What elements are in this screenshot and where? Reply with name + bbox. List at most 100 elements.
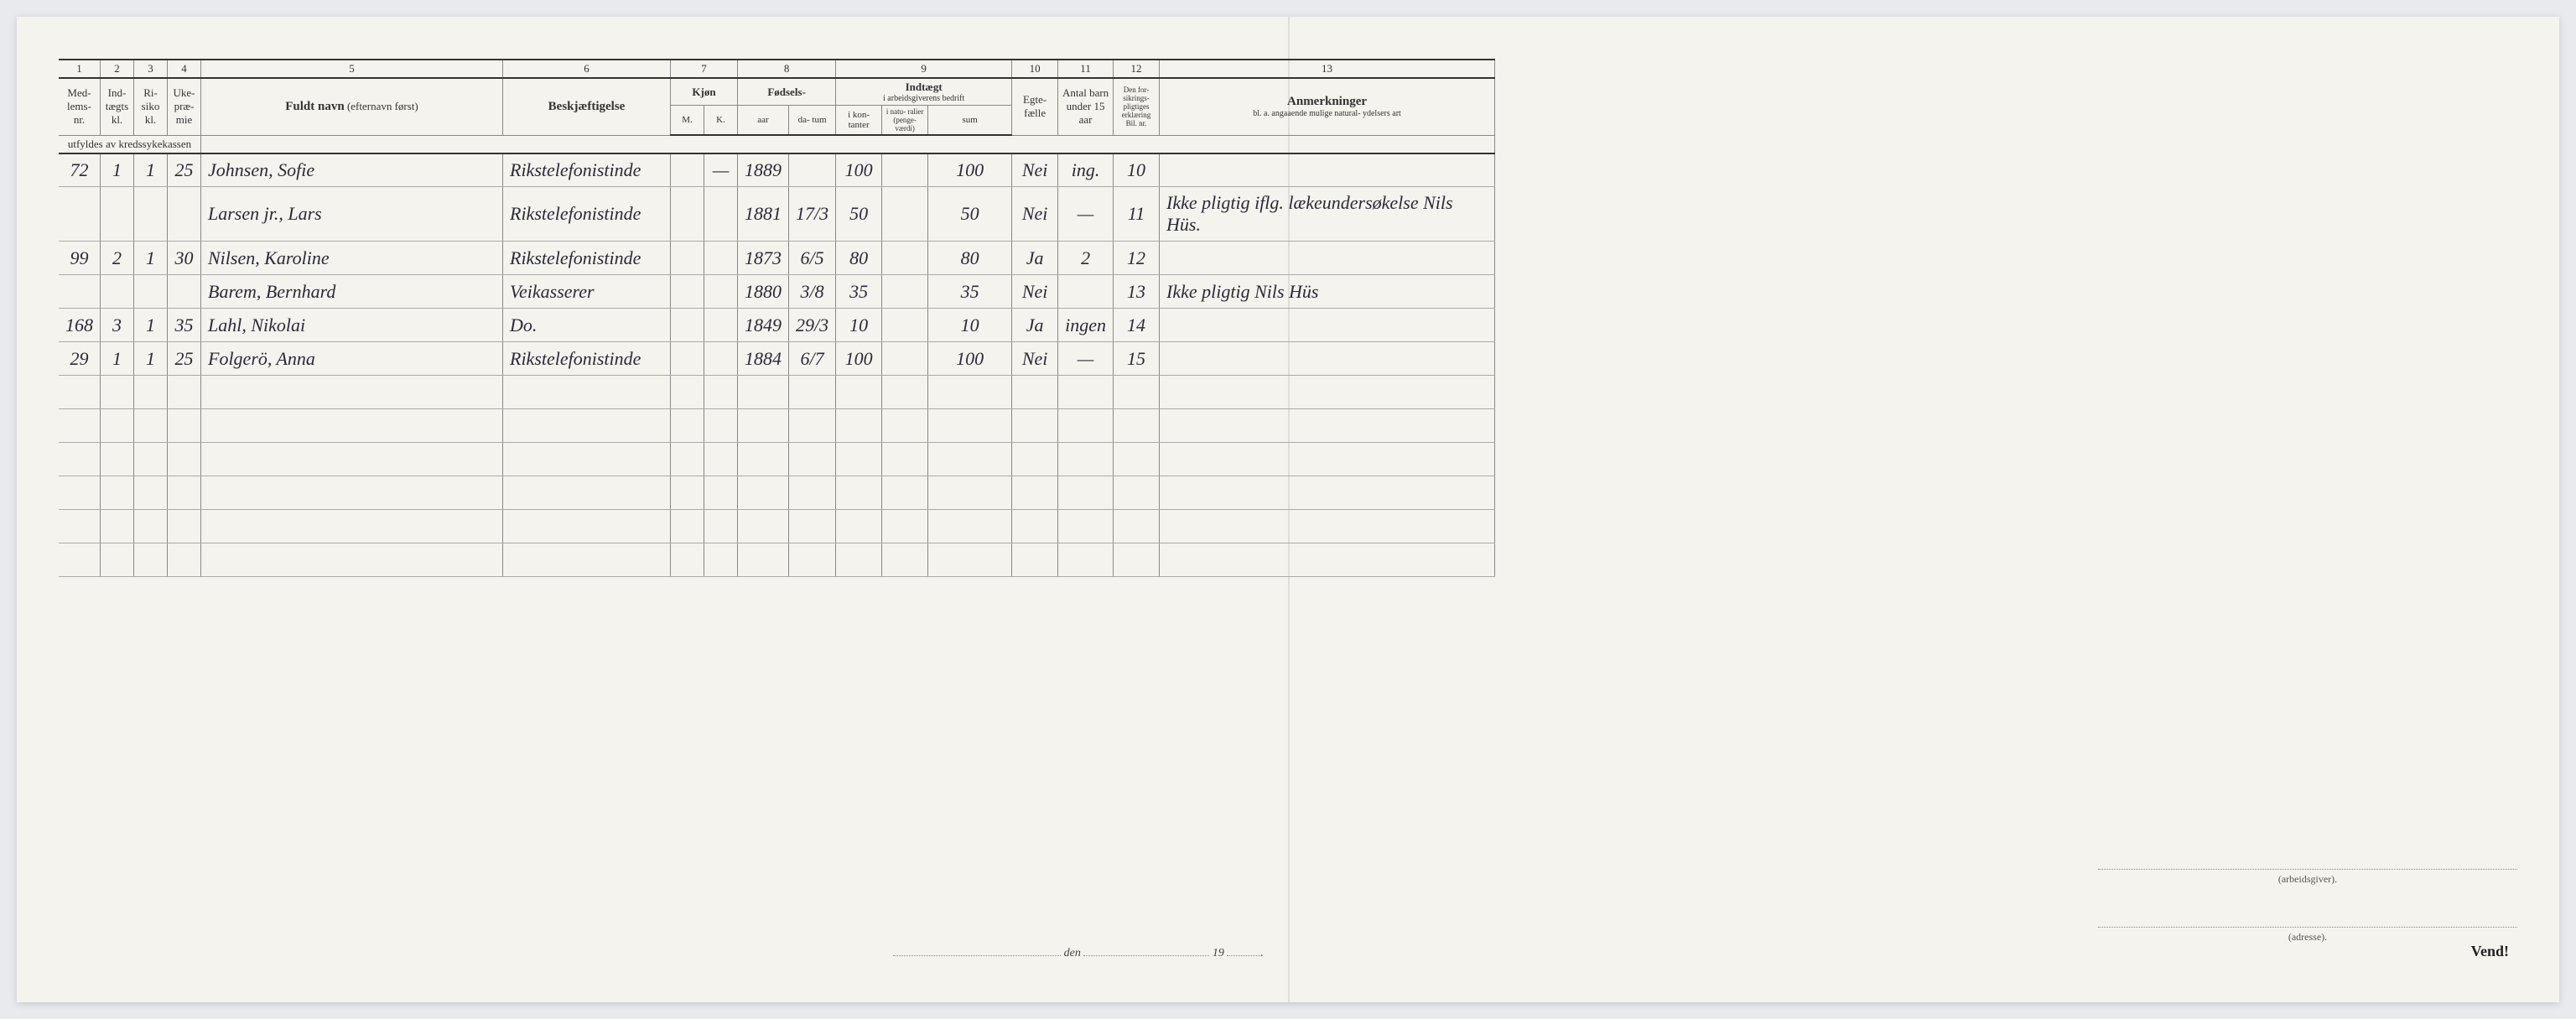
- cell-empty: [789, 510, 836, 543]
- col-num-12: 12: [1114, 60, 1160, 78]
- cell-kjoen-k: [704, 342, 738, 376]
- cell-sum: 100: [928, 153, 1012, 187]
- col-num-8: 8: [738, 60, 836, 78]
- cell-bilnr: 14: [1114, 309, 1160, 342]
- cell-naturalier: [882, 342, 928, 376]
- cell-empty: [1058, 409, 1114, 443]
- cell-kjoen-m: [671, 275, 704, 309]
- hdr-sum: sum: [928, 106, 1012, 136]
- cell-ukepraemie: 35: [168, 309, 201, 342]
- cell-empty: [928, 443, 1012, 476]
- table-row-empty: [59, 376, 1495, 409]
- cell-empty: [789, 476, 836, 510]
- cell-empty: [1160, 376, 1495, 409]
- cell-barn: —: [1058, 342, 1114, 376]
- hdr-antalbarn: Antal barn under 15 aar: [1058, 78, 1114, 135]
- cell-barn: ingen: [1058, 309, 1114, 342]
- table-row-empty: [59, 409, 1495, 443]
- cell-empty: [1114, 443, 1160, 476]
- col-num-2: 2: [101, 60, 134, 78]
- cell-empty: [101, 376, 134, 409]
- cell-empty: [1114, 476, 1160, 510]
- cell-empty: [503, 376, 671, 409]
- hdr-fuldtnavn: Fuldt navn (efternavn først): [201, 78, 503, 135]
- cell-aar: 1889: [738, 153, 789, 187]
- cell-kjoen-k: [704, 242, 738, 275]
- footer-area: den 19 . (arbeidsgiver). (adresse).: [59, 845, 2517, 960]
- cell-kontanter: 35: [836, 275, 882, 309]
- cell-sum: 80: [928, 242, 1012, 275]
- cell-empty: [738, 376, 789, 409]
- table-row: 992130Nilsen, KarolineRikstelefonistinde…: [59, 242, 1495, 275]
- cell-empty: [671, 510, 704, 543]
- cell-empty: [134, 476, 168, 510]
- cell-empty: [882, 409, 928, 443]
- cell-empty: [1012, 543, 1058, 577]
- cell-empty: [1160, 510, 1495, 543]
- col-num-1: 1: [59, 60, 101, 78]
- footer-date-area: den 19 .: [59, 947, 2098, 960]
- cell-empty: [882, 476, 928, 510]
- cell-empty: [704, 476, 738, 510]
- cell-empty: [1160, 443, 1495, 476]
- cell-empty: [59, 376, 101, 409]
- cell-medlems: [59, 187, 101, 242]
- cell-naturalier: [882, 309, 928, 342]
- cell-empty: [1114, 376, 1160, 409]
- hdr-foedsels: Fødsels-: [738, 78, 836, 106]
- cell-empty: [882, 510, 928, 543]
- cell-empty: [101, 409, 134, 443]
- cell-empty: [168, 510, 201, 543]
- cell-empty: [1058, 376, 1114, 409]
- cell-egtefaelle: Nei: [1012, 187, 1058, 242]
- cell-beskjaeftigelse: Rikstelefonistinde: [503, 187, 671, 242]
- cell-navn: Johnsen, Sofie: [201, 153, 503, 187]
- cell-empty: [134, 543, 168, 577]
- cell-empty: [789, 543, 836, 577]
- cell-empty: [101, 476, 134, 510]
- cell-empty: [1114, 409, 1160, 443]
- table-row: 291125Folgerö, AnnaRikstelefonistinde188…: [59, 342, 1495, 376]
- table-row: 721125Johnsen, SofieRikstelefonistinde—1…: [59, 153, 1495, 187]
- col-num-13: 13: [1160, 60, 1495, 78]
- cell-kjoen-k: —: [704, 153, 738, 187]
- table-row-empty: [59, 543, 1495, 577]
- sig-line-1: [2098, 845, 2517, 870]
- cell-anm: [1160, 309, 1495, 342]
- cell-naturalier: [882, 275, 928, 309]
- hdr-beskjaeftigelse: Beskjæftigelse: [503, 78, 671, 135]
- hdr-forsikring: Den for- sikrings- pligtiges erklæring B…: [1114, 78, 1160, 135]
- cell-empty: [134, 510, 168, 543]
- cell-kontanter: 50: [836, 187, 882, 242]
- cell-bilnr: 10: [1114, 153, 1160, 187]
- cell-sum: 100: [928, 342, 1012, 376]
- cell-egtefaelle: Nei: [1012, 275, 1058, 309]
- cell-empty: [836, 409, 882, 443]
- cell-empty: [101, 510, 134, 543]
- cell-beskjaeftigelse: Rikstelefonistinde: [503, 153, 671, 187]
- cell-egtefaelle: Ja: [1012, 309, 1058, 342]
- table-row: Barem, BernhardVeikasserer18803/83535Nei…: [59, 275, 1495, 309]
- cell-datum: 6/7: [789, 342, 836, 376]
- cell-empty: [1012, 510, 1058, 543]
- header-title-row: Med- lems- nr. Ind- tægts kl. Ri- siko k…: [59, 78, 1495, 106]
- hdr-indtaegts: Ind- tægts kl.: [101, 78, 134, 135]
- cell-kjoen-m: [671, 187, 704, 242]
- cell-empty: [836, 376, 882, 409]
- cell-egtefaelle: Ja: [1012, 242, 1058, 275]
- col-num-4: 4: [168, 60, 201, 78]
- vend-label: Vend!: [2471, 943, 2509, 960]
- ledger-document: 1 2 3 4 5 6 7 8 9 10 11 12 13 Med- lems-…: [17, 17, 2559, 1002]
- cell-empty: [928, 510, 1012, 543]
- cell-empty: [59, 476, 101, 510]
- cell-empty: [789, 409, 836, 443]
- cell-empty: [704, 543, 738, 577]
- col-num-5: 5: [201, 60, 503, 78]
- hdr-kjoen: Kjøn: [671, 78, 738, 106]
- cell-medlems: 72: [59, 153, 101, 187]
- cell-empty: [928, 543, 1012, 577]
- cell-datum: [789, 153, 836, 187]
- cell-risiko: 1: [134, 309, 168, 342]
- cell-empty: [928, 409, 1012, 443]
- cell-egtefaelle: Nei: [1012, 153, 1058, 187]
